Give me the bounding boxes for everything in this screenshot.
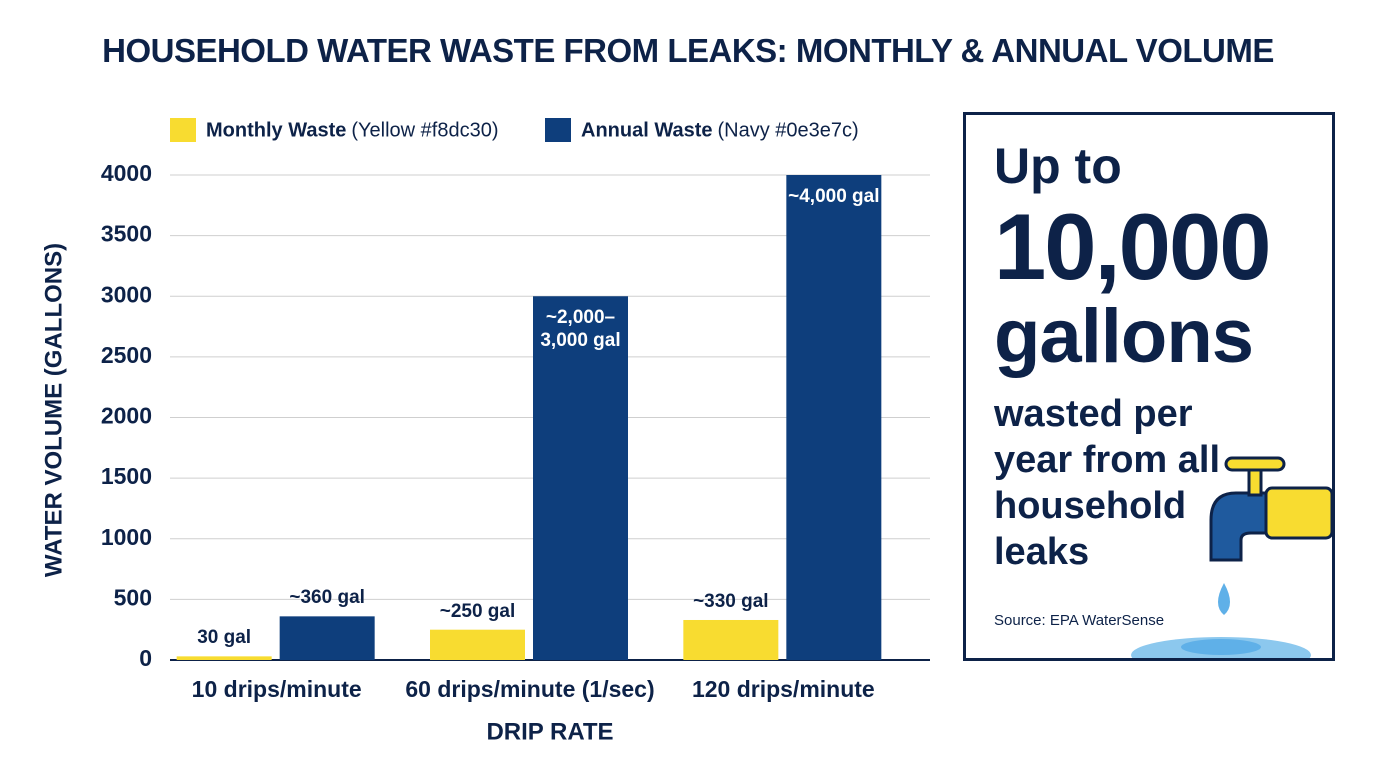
callout-lead: Up to	[994, 138, 1122, 194]
chart-title: HOUSEHOLD WATER WASTE FROM LEAKS: MONTHL…	[102, 32, 1274, 69]
legend-detail: (Yellow #f8dc30)	[351, 119, 498, 141]
value-label: ~2,000–3,000 gal	[540, 307, 621, 352]
bar	[176, 656, 272, 660]
bar	[279, 616, 375, 660]
handle	[1224, 456, 1286, 472]
faucet-icon	[1131, 456, 1332, 658]
y-tick-label: 1000	[101, 524, 152, 550]
splash	[1181, 639, 1261, 655]
y-tick-label: 3000	[101, 281, 152, 307]
callout-text: wasted per year from all household leaks	[994, 393, 1220, 573]
y-tick-label: 1500	[101, 463, 152, 489]
y-tick-label: 3500	[101, 221, 152, 247]
x-tick-label: 10 drips/minute	[192, 676, 362, 702]
value-label: 30 gal	[197, 627, 252, 649]
value-label: ~250 gal	[439, 600, 516, 622]
legend-swatch	[545, 118, 571, 142]
bar	[533, 296, 628, 660]
y-tick-label: 2000	[101, 403, 152, 429]
value-label: ~4,000 gal	[788, 186, 880, 207]
y-tick-label: 4000	[101, 160, 152, 186]
y-tick-label: 2500	[101, 342, 152, 368]
y-tick-label: 0	[139, 645, 152, 671]
pipe	[1264, 486, 1332, 540]
y-axis-label: WATER VOLUME (GALLONS)	[40, 243, 67, 577]
callout-number: 10,000	[994, 194, 1272, 299]
bar	[683, 619, 779, 660]
drop	[1218, 583, 1230, 615]
legend-label: Monthly Waste	[206, 119, 346, 141]
y-tick-label: 500	[114, 584, 152, 610]
x-tick-label: 60 drips/minute (1/sec)	[405, 676, 654, 702]
callout-unit: gallons	[994, 294, 1254, 379]
x-tick-label: 120 drips/minute	[692, 676, 875, 702]
bar	[430, 629, 525, 660]
value-label: ~330 gal	[693, 590, 769, 612]
legend-swatch	[170, 118, 196, 142]
callout-panel: Up to 10,000 gallons wasted per year fro…	[963, 112, 1335, 661]
legend-detail: (Navy #0e3e7c)	[718, 119, 859, 141]
bar	[786, 175, 882, 660]
callout-source: Source: EPA WaterSense	[994, 612, 1165, 629]
legend-label: Annual Waste	[581, 119, 713, 141]
value-label: ~360 gal	[289, 587, 365, 609]
spout	[1209, 491, 1268, 562]
x-axis-label: DRIP RATE	[486, 718, 613, 745]
